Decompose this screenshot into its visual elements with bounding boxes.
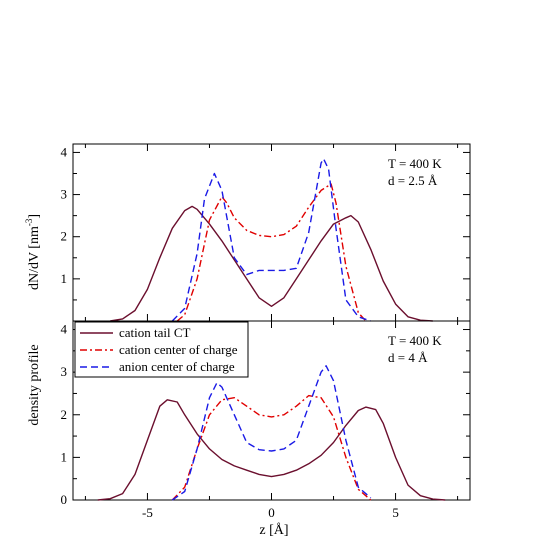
- y-tick-label-bottom-3: 3: [61, 364, 68, 379]
- y-tick-label-top-4: 4: [61, 144, 68, 159]
- series-line-top-cation_center: [176, 183, 367, 322]
- y-tick-label-bottom-2: 2: [61, 407, 68, 422]
- y-axis-label-right-exponent: -3: [24, 218, 34, 226]
- legend: cation tail CT cation center of charge ani…: [74, 321, 249, 378]
- legend-label-cation_tail: cation tail CT: [119, 325, 191, 340]
- y-tick-label-bottom-1: 1: [61, 449, 68, 464]
- y-tick-label-bottom-4: 4: [61, 322, 68, 337]
- axis-labels: z [Å] density profile dN/dV [nm-3]: [24, 214, 289, 538]
- series-line-bottom-cation_center: [171, 394, 372, 501]
- panel-bottom: 0 1 2 3 4 T = 400 K d = 4 Å: [61, 320, 471, 507]
- y-tick-label-top-1: 1: [61, 271, 68, 286]
- series-line-bottom-anion_center: [171, 365, 372, 501]
- panel-annotation-bottom-0: T = 400 K: [388, 333, 442, 348]
- series-line-top-anion_center: [171, 158, 372, 322]
- y-tick-label-top-3: 3: [61, 187, 68, 202]
- panel-annotation-top-1: d = 2.5 Å: [388, 173, 438, 188]
- y-tick-label-top-2: 2: [61, 229, 68, 244]
- y-axis-label-left: density profile: [27, 344, 42, 425]
- x-axis-label: z [Å]: [259, 522, 288, 538]
- x-tick-label-0: 0: [268, 505, 275, 520]
- series-line-bottom-cation_tail: [97, 399, 446, 501]
- panel-annotation-top-0: T = 400 K: [388, 156, 442, 171]
- legend-box: [74, 321, 249, 378]
- plot-panels: 1 2 3 4 T = 400 K d = 2.5 Å 0 1 2 3 4 T = 400 K d = …: [61, 143, 471, 520]
- x-tick-label--5: -5: [142, 505, 153, 520]
- y-axis-label-right-close: ]: [27, 214, 42, 219]
- y-axis-label-right-main: dN/dV [nm: [27, 226, 42, 290]
- y-tick-label-bottom-0: 0: [61, 492, 68, 507]
- panel-annotation-bottom-1: d = 4 Å: [388, 350, 428, 365]
- y-axis-label-right: dN/dV [nm-3]: [24, 214, 42, 290]
- x-tick-label-5: 5: [392, 505, 399, 520]
- series-line-top-cation_tail: [110, 205, 433, 322]
- legend-label-cation_center: cation center of charge: [119, 342, 238, 357]
- legend-label-anion_center: anion center of charge: [119, 359, 235, 374]
- panel-top: 1 2 3 4 T = 400 K d = 2.5 Å: [61, 143, 471, 322]
